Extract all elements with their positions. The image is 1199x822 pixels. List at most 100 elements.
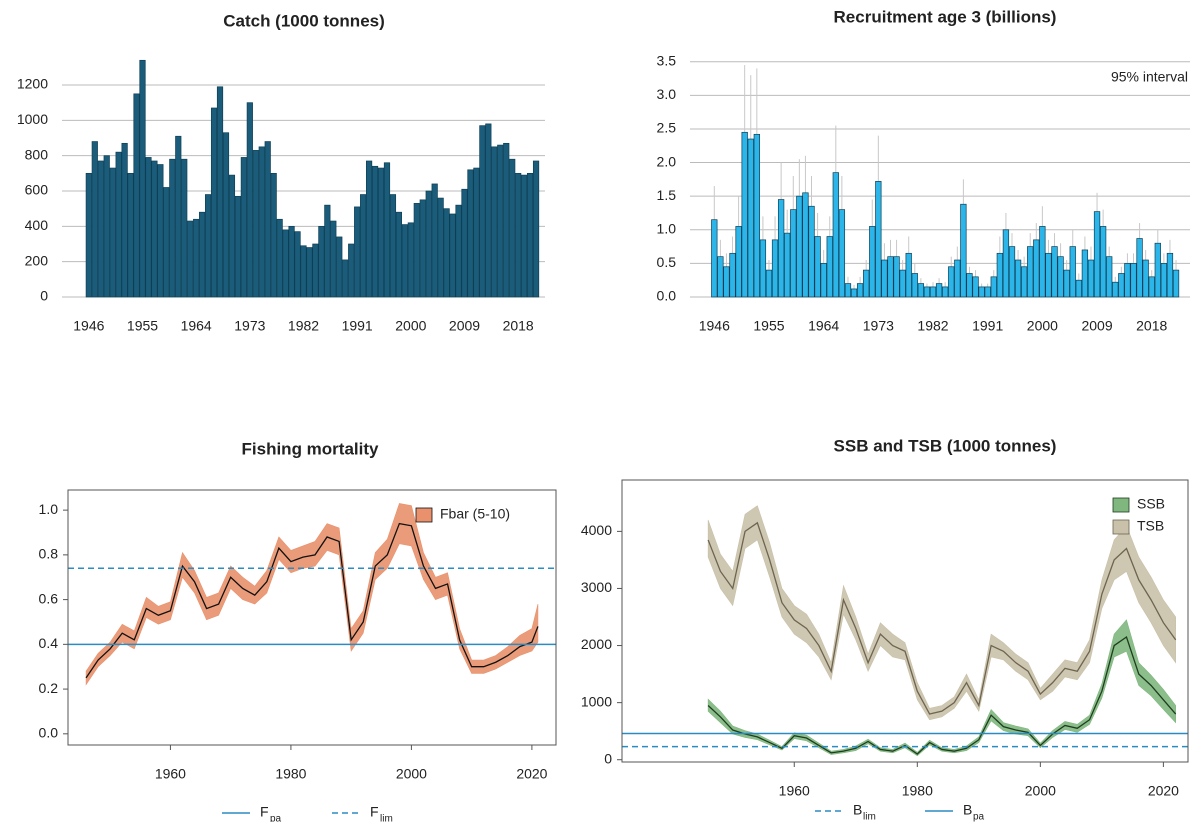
- y-tick-label: 0.2: [39, 680, 59, 696]
- bar: [121, 142, 128, 298]
- bar: [1093, 211, 1101, 298]
- bar: [145, 157, 152, 298]
- y-tick-label: 3.5: [657, 52, 677, 68]
- bar: [199, 211, 206, 298]
- bar: [455, 204, 462, 298]
- bar: [844, 283, 852, 298]
- bar: [954, 259, 961, 298]
- y-tick-label: 800: [25, 146, 49, 162]
- bar: [348, 243, 355, 298]
- bar: [395, 211, 403, 298]
- chart-title: Catch (1000 tonnes): [223, 11, 385, 30]
- bar: [342, 259, 349, 298]
- bar: [521, 174, 528, 298]
- bar: [240, 157, 247, 298]
- x-tick-label: 1980: [275, 766, 306, 782]
- bar: [869, 226, 876, 298]
- y-tick-label: 1.5: [657, 187, 677, 203]
- y-tick-label: 600: [25, 182, 49, 198]
- bar: [234, 195, 242, 298]
- bar: [1112, 281, 1119, 298]
- bar: [717, 256, 724, 298]
- bar: [966, 273, 973, 298]
- bar: [497, 144, 504, 298]
- y-tick-label: 0.4: [39, 635, 59, 651]
- plot-frame: [67, 489, 557, 746]
- bar: [300, 245, 307, 298]
- bar: [294, 231, 301, 298]
- line: [707, 521, 1177, 715]
- bar: [246, 102, 253, 298]
- bar: [431, 183, 438, 298]
- plot-frame: [621, 479, 1189, 763]
- bar: [210, 107, 218, 298]
- bar: [91, 141, 98, 298]
- x-tick-label: 1946: [73, 318, 104, 334]
- bar: [443, 208, 450, 298]
- bar: [216, 86, 224, 298]
- bar: [1002, 229, 1010, 298]
- bar: [360, 194, 367, 298]
- line: [85, 522, 539, 679]
- bar: [1014, 259, 1022, 298]
- legend-subscript: lim: [380, 814, 393, 822]
- bar: [1136, 238, 1143, 298]
- bar: [960, 203, 967, 298]
- band: [707, 619, 1176, 757]
- x-tick-label: 2009: [1081, 318, 1112, 334]
- y-tick-label: 3.0: [657, 86, 677, 102]
- bar: [485, 123, 492, 298]
- bar: [461, 188, 468, 298]
- bar: [1063, 269, 1070, 298]
- bar: [759, 239, 767, 298]
- bar: [1160, 263, 1168, 298]
- bar: [1099, 226, 1107, 298]
- bar: [222, 132, 230, 298]
- bar: [437, 197, 444, 298]
- bar: [935, 283, 943, 298]
- band: [707, 505, 1176, 721]
- bar: [133, 93, 140, 298]
- bar: [996, 252, 1003, 298]
- bar: [1081, 249, 1089, 298]
- bar: [425, 190, 432, 298]
- bar: [850, 288, 858, 298]
- bar: [723, 266, 730, 298]
- y-tick-label: 0: [40, 288, 48, 304]
- y-tick-label: 1.0: [39, 501, 59, 517]
- bar: [1069, 246, 1076, 298]
- bar: [1154, 242, 1161, 298]
- bar: [1033, 239, 1040, 298]
- bar: [1172, 269, 1180, 298]
- bar: [856, 283, 864, 298]
- legend-swatch: [1112, 497, 1130, 513]
- y-tick-label: 200: [25, 252, 49, 268]
- y-tick-label: 0.6: [39, 590, 59, 606]
- bar: [978, 286, 985, 298]
- chart-title: Recruitment age 3 (billions): [834, 7, 1057, 26]
- y-tick-label: 2.5: [657, 120, 677, 136]
- bar: [838, 209, 846, 298]
- legend-subscript: pa: [973, 812, 985, 822]
- bar: [1148, 276, 1155, 298]
- bar: [832, 172, 839, 298]
- bar: [103, 155, 110, 298]
- bar: [187, 220, 194, 298]
- y-tick-label: 0.8: [39, 546, 59, 562]
- y-tick-label: 2.0: [657, 153, 677, 169]
- bar: [777, 199, 785, 298]
- bar: [929, 286, 937, 298]
- bar: [984, 286, 991, 298]
- bar: [151, 160, 158, 298]
- legend-label: Fbar (5-10): [440, 506, 510, 522]
- bar: [771, 239, 779, 298]
- bar: [288, 225, 295, 298]
- x-tick-label: 2000: [1027, 318, 1058, 334]
- bar: [276, 218, 283, 298]
- bar: [336, 236, 343, 298]
- bar: [85, 173, 92, 298]
- bar: [157, 164, 164, 298]
- bar: [893, 256, 900, 298]
- bar: [324, 204, 331, 298]
- bar: [948, 266, 955, 298]
